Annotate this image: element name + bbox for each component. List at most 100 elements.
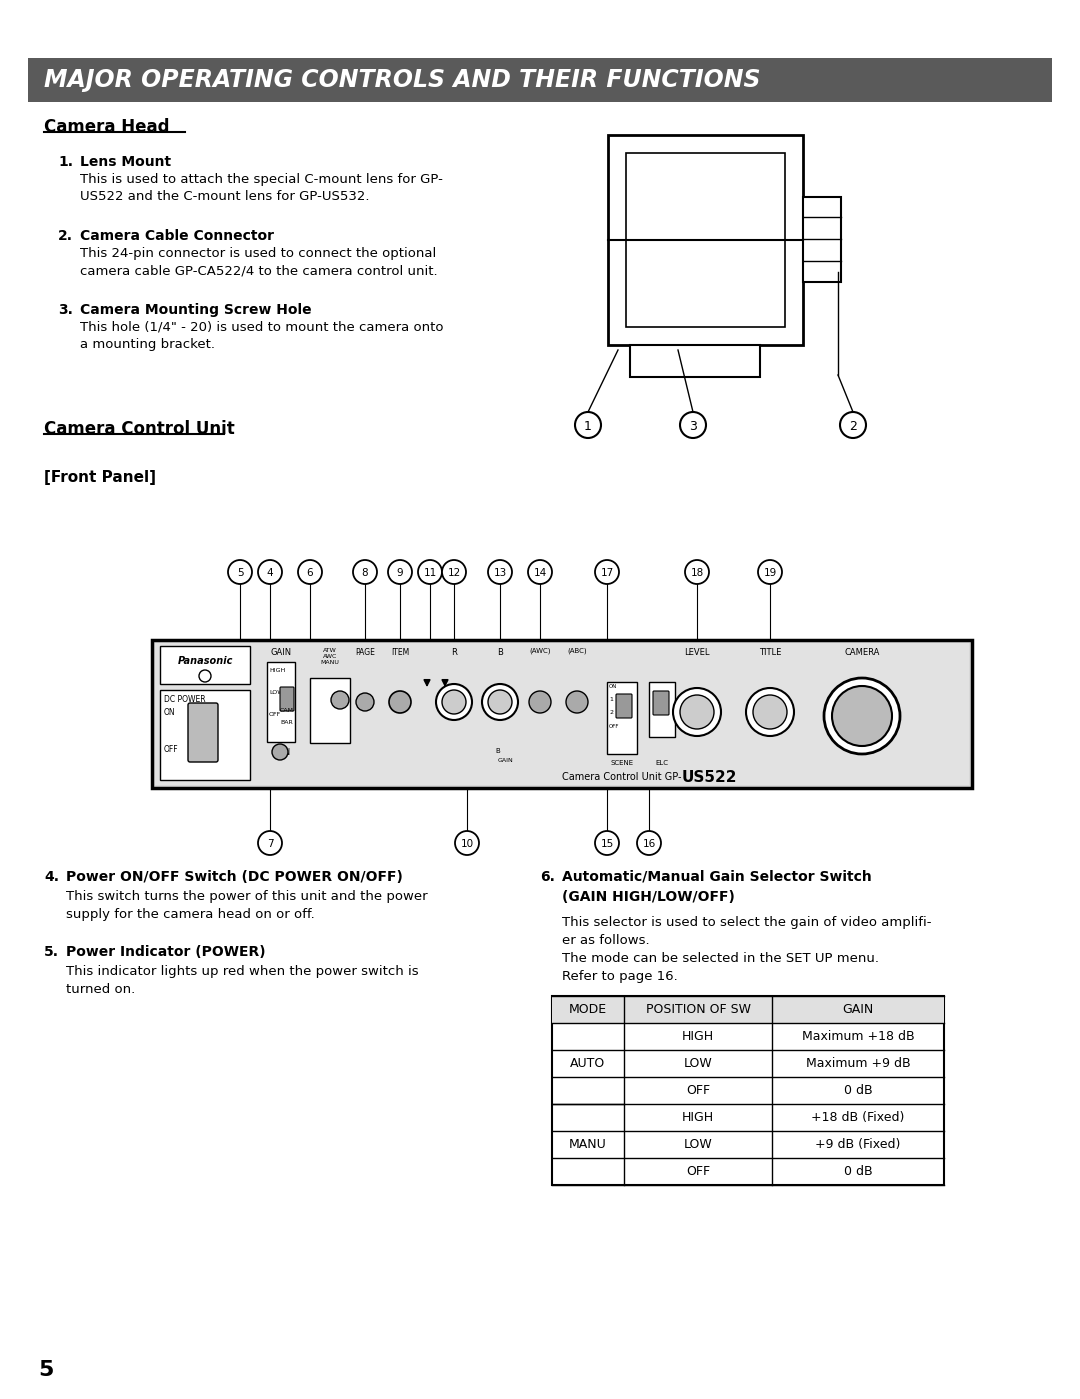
Text: HIGH: HIGH [681,1111,714,1123]
FancyBboxPatch shape [156,644,969,785]
Text: 2: 2 [609,711,613,715]
Circle shape [455,831,480,855]
Circle shape [758,560,782,583]
FancyBboxPatch shape [552,996,944,1023]
Text: 6: 6 [307,568,313,578]
Text: LEVEL: LEVEL [685,648,710,658]
Text: This indicator lights up red when the power switch is: This indicator lights up red when the po… [66,965,419,978]
Text: LOW: LOW [684,1137,713,1151]
Circle shape [442,560,465,583]
Text: US522: US522 [681,769,738,785]
Text: OFF: OFF [686,1084,710,1097]
Text: The mode can be selected in the SET UP menu.: The mode can be selected in the SET UP m… [562,951,879,965]
Text: ATW
AWC
MANU: ATW AWC MANU [321,648,339,665]
Text: MAJOR OPERATING CONTROLS AND THEIR FUNCTIONS: MAJOR OPERATING CONTROLS AND THEIR FUNCT… [44,69,760,92]
FancyBboxPatch shape [160,690,249,781]
FancyBboxPatch shape [616,694,632,718]
Circle shape [753,695,787,729]
Text: ELC: ELC [656,760,669,767]
Circle shape [389,691,411,713]
Circle shape [595,831,619,855]
Text: OFF: OFF [164,746,178,754]
Circle shape [482,684,518,720]
Text: HIGH: HIGH [269,667,285,673]
FancyBboxPatch shape [607,681,637,754]
Text: OFF: OFF [269,712,281,718]
Text: 0 dB: 0 dB [843,1084,873,1097]
Text: turned on.: turned on. [66,983,135,996]
FancyBboxPatch shape [188,704,218,762]
FancyBboxPatch shape [649,681,675,737]
FancyBboxPatch shape [280,687,294,711]
FancyBboxPatch shape [152,639,972,788]
Text: 7: 7 [267,839,273,849]
Text: (AWC): (AWC) [529,648,551,655]
Text: 13: 13 [494,568,507,578]
Text: CAM: CAM [280,708,294,713]
Text: +18 dB (Fixed): +18 dB (Fixed) [811,1111,905,1123]
Text: SCENE: SCENE [610,760,634,767]
Text: er as follows.: er as follows. [562,935,650,947]
Circle shape [595,560,619,583]
Text: 16: 16 [643,839,656,849]
Text: LOW: LOW [269,690,283,695]
Text: (ABC): (ABC) [567,648,586,655]
FancyBboxPatch shape [267,662,295,741]
Text: 19: 19 [764,568,777,578]
Text: GAIN: GAIN [498,758,514,762]
Text: DC POWER: DC POWER [164,695,205,704]
Text: MODE: MODE [569,1003,607,1016]
Circle shape [330,691,349,709]
Text: Camera Mounting Screw Hole: Camera Mounting Screw Hole [80,304,312,318]
Text: CAMERA: CAMERA [845,648,880,658]
FancyBboxPatch shape [160,646,249,684]
Circle shape [353,560,377,583]
Circle shape [566,691,588,713]
Text: a mounting bracket.: a mounting bracket. [80,339,215,351]
Text: 5: 5 [38,1360,53,1379]
Circle shape [488,690,512,713]
Text: This switch turns the power of this unit and the power: This switch turns the power of this unit… [66,890,428,902]
Circle shape [199,670,211,681]
Text: Camera Control Unit GP-: Camera Control Unit GP- [563,772,681,782]
Circle shape [442,690,465,713]
Circle shape [832,686,892,746]
Text: MANU: MANU [569,1137,607,1151]
Circle shape [298,560,322,583]
Text: Maximum +9 dB: Maximum +9 dB [806,1058,910,1070]
FancyBboxPatch shape [608,134,804,346]
Text: 2: 2 [849,420,856,432]
Text: Refer to page 16.: Refer to page 16. [562,970,678,983]
Text: 3.: 3. [58,304,72,318]
Circle shape [575,411,600,438]
Circle shape [673,688,721,736]
Text: Lens Mount: Lens Mount [80,155,171,169]
Text: GAIN: GAIN [270,648,292,658]
Text: TITLE: TITLE [759,648,781,658]
Text: 11: 11 [423,568,436,578]
Text: AUTO: AUTO [570,1058,606,1070]
Text: ITEM: ITEM [391,648,409,658]
FancyBboxPatch shape [626,152,785,327]
Text: (GAIN HIGH/LOW/OFF): (GAIN HIGH/LOW/OFF) [562,890,734,904]
FancyBboxPatch shape [630,346,760,376]
Text: R: R [451,648,457,658]
Text: Maximum +18 dB: Maximum +18 dB [801,1030,915,1044]
Text: B: B [497,648,503,658]
Text: 15: 15 [600,839,613,849]
Text: B: B [495,748,500,754]
Text: 2.: 2. [58,229,73,243]
Text: 5: 5 [237,568,243,578]
Text: This 24-pin connector is used to connect the optional: This 24-pin connector is used to connect… [80,248,436,260]
Text: 4.: 4. [44,870,59,884]
Circle shape [824,679,900,754]
Text: Automatic/Manual Gain Selector Switch: Automatic/Manual Gain Selector Switch [562,870,872,884]
Text: US522 and the C-mount lens for GP-US532.: US522 and the C-mount lens for GP-US532. [80,190,369,203]
Text: 4: 4 [267,568,273,578]
Circle shape [840,411,866,438]
Text: This is used to attach the special C-mount lens for GP-: This is used to attach the special C-mou… [80,173,443,186]
Text: 6.: 6. [540,870,555,884]
Text: [Front Panel]: [Front Panel] [44,470,156,485]
Text: Panasonic: Panasonic [177,656,232,666]
Text: 3: 3 [689,420,697,432]
